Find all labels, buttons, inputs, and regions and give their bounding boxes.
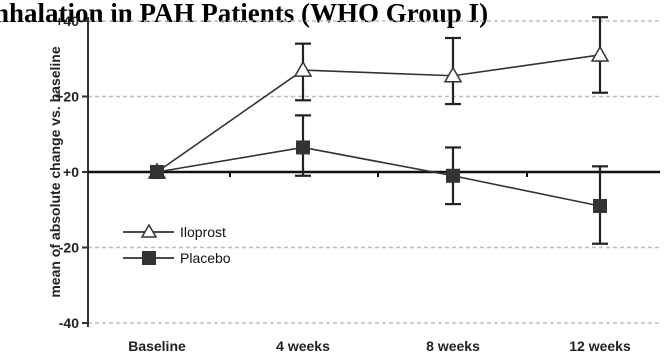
data-point: [296, 140, 310, 155]
series-placebo: [150, 114, 608, 245]
y-tick-labels: +40 +20 +0 -20 -40: [55, 13, 79, 331]
gridlines: [88, 20, 660, 324]
data-point: [446, 168, 460, 183]
data-point: [293, 60, 313, 77]
legend-label: Placebo: [180, 250, 231, 266]
legend-marker: [142, 251, 156, 265]
x-tick-labels: Baseline 4 weeks 8 weeks 12 weeks: [128, 338, 631, 354]
y-tick-label: +0: [63, 164, 79, 180]
x-tick-label: 12 weeks: [569, 338, 631, 354]
legend-label: Iloprost: [180, 224, 226, 240]
y-tick-label: +20: [55, 89, 79, 105]
y-axis-label: mean of absolute change vs. baseline: [47, 46, 63, 298]
x-tick-label: 8 weeks: [426, 338, 480, 354]
y-tick-label: -40: [59, 315, 79, 331]
data-point: [150, 165, 164, 179]
data-point: [443, 66, 463, 83]
series-line: [156, 146, 601, 207]
series-line: [156, 54, 601, 173]
y-tick-label: -20: [59, 240, 79, 256]
y-tick-label: +40: [55, 13, 79, 29]
x-tick-label: Baseline: [128, 338, 186, 354]
x-tick-label: 4 weeks: [276, 338, 330, 354]
legend-item: Iloprost: [123, 223, 226, 240]
chart-title: nhalation in PAH Patients (WHO Group I): [0, 0, 488, 28]
legend-marker: [140, 223, 158, 238]
legend-item: Placebo: [123, 250, 231, 266]
series-iloprost: [147, 16, 610, 179]
axes: [82, 17, 660, 327]
data-point: [590, 45, 610, 62]
legend: Iloprost Placebo: [123, 223, 231, 266]
data-point: [593, 198, 607, 213]
series: [147, 16, 610, 245]
